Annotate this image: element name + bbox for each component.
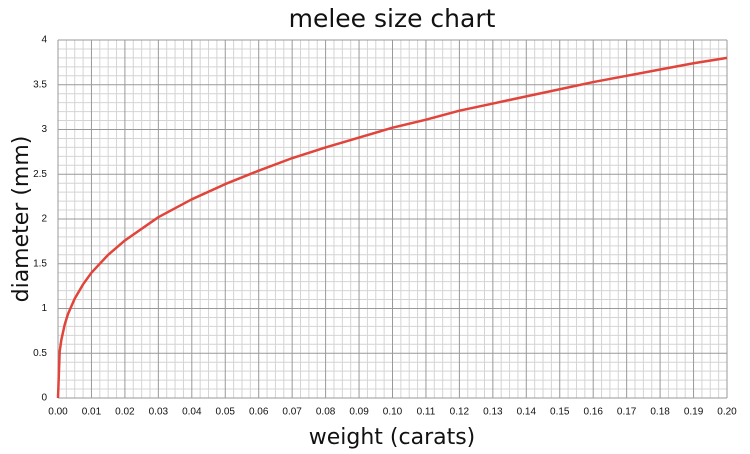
x-tick-label: 0.01: [82, 407, 102, 418]
x-tick-label: 0.20: [717, 407, 737, 418]
y-tick-label: 0: [41, 393, 47, 404]
chart-title: melee size chart: [289, 4, 496, 33]
y-axis-label: diameter (mm): [9, 136, 34, 303]
x-tick-label: 0.05: [216, 407, 236, 418]
x-tick-label: 0.07: [282, 407, 302, 418]
y-tick-label: 2: [41, 214, 47, 225]
x-tick-label: 0.14: [517, 407, 537, 418]
x-tick-label: 0.06: [249, 407, 269, 418]
x-tick-label: 0.00: [48, 407, 68, 418]
major-grid: [57, 39, 728, 399]
x-tick-label: 0.08: [316, 407, 336, 418]
x-tick-label: 0.02: [115, 407, 135, 418]
x-axis-label: weight (carats): [309, 425, 476, 450]
x-tick-label: 0.04: [182, 407, 202, 418]
x-tick-label: 0.09: [349, 407, 369, 418]
x-tick-label: 0.17: [617, 407, 637, 418]
y-tick-label: 3: [41, 124, 47, 135]
x-tick-label: 0.13: [483, 407, 503, 418]
x-tick-label: 0.10: [383, 407, 403, 418]
x-tick-label: 0.18: [650, 407, 670, 418]
x-tick-label: 0.15: [550, 407, 570, 418]
x-tick-label: 0.11: [417, 407, 436, 418]
y-tick-label: 4: [41, 35, 47, 46]
y-tick-label: 1: [41, 303, 47, 314]
x-tick-label: 0.19: [684, 407, 704, 418]
x-tick-label: 0.12: [450, 407, 470, 418]
x-tick-label: 0.03: [149, 407, 169, 418]
data-line: [56, 56, 728, 399]
y-tick-label: 2.5: [33, 169, 47, 180]
y-tick-label: 3.5: [33, 79, 47, 90]
y-tick-label: 1.5: [33, 258, 47, 269]
x-tick-label: 0.16: [583, 407, 603, 418]
y-tick-label: 0.5: [33, 348, 47, 359]
